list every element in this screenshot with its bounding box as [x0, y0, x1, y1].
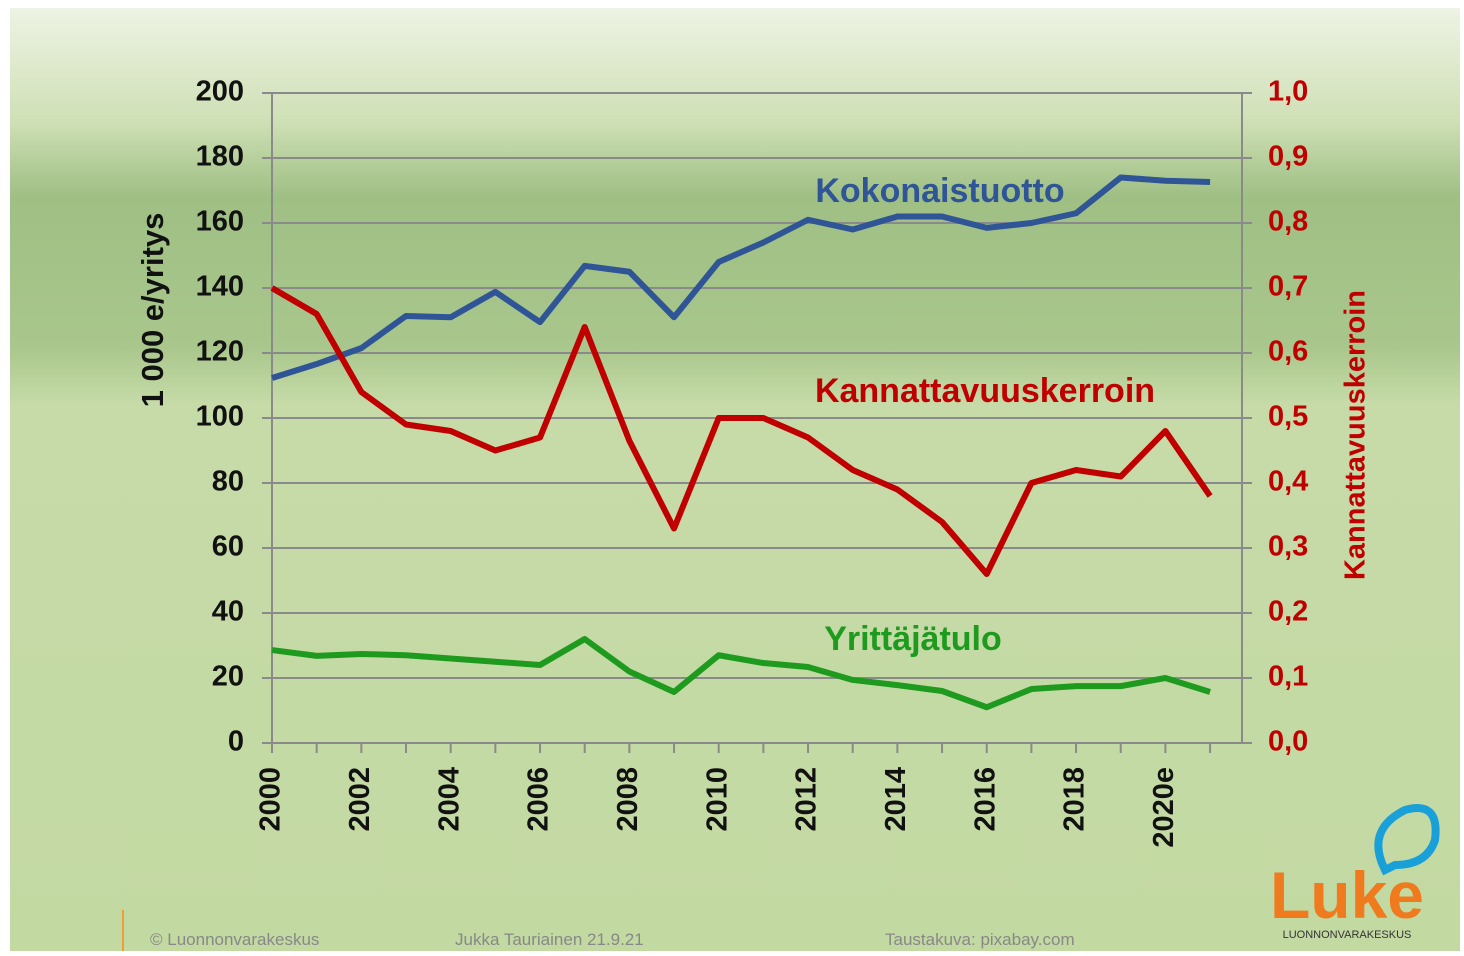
series-line	[270, 285, 1213, 577]
background	[10, 8, 1460, 951]
y2-tick-label: 0,6	[1268, 336, 1308, 368]
y2-tick-label: 0,1	[1268, 661, 1308, 693]
y-tick-label: 200	[196, 76, 244, 108]
footer-author: Jukka Tauriainen 21.9.21	[455, 930, 644, 949]
series-label: Kokonaistuotto	[815, 172, 1064, 210]
y2-tick-label: 0,9	[1268, 141, 1308, 173]
y2-tick-label: 0,0	[1268, 726, 1308, 758]
x-tick-label: 2012	[791, 767, 823, 832]
y-tick-label: 180	[196, 141, 244, 173]
y2-tick-label: 1,0	[1268, 76, 1308, 108]
footer-credit: Taustakuva: pixabay.com	[885, 930, 1075, 949]
x-tick-label: 2016	[969, 767, 1001, 832]
x-tick-label: 2020e	[1148, 767, 1180, 848]
y-tick-label: 100	[196, 401, 244, 433]
logo-subtitle: LUONNONVARAKESKUS	[1283, 929, 1412, 941]
y2-tick-label: 0,2	[1268, 596, 1308, 628]
x-tick-label: 2006	[523, 767, 555, 832]
footer-copyright: © Luonnonvarakeskus	[150, 930, 319, 949]
y-tick-label: 40	[212, 596, 244, 628]
y-tick-label: 60	[212, 531, 244, 563]
x-tick-label: 2014	[880, 767, 912, 832]
x-tick-label: 2008	[612, 767, 644, 832]
series-label: Yrittäjätulo	[824, 620, 1002, 658]
y-tick-label: 20	[212, 661, 244, 693]
y2-tick-label: 0,7	[1268, 271, 1308, 303]
y-tick-label: 140	[196, 271, 244, 303]
y2-tick-label: 0,8	[1268, 206, 1308, 238]
y2-tick-label: 0,3	[1268, 531, 1308, 563]
y-tick-label: 160	[196, 206, 244, 238]
x-tick-label: 2000	[255, 767, 287, 832]
series-line	[271, 636, 1211, 711]
series-label: Kannattavuuskerroin	[815, 372, 1155, 410]
x-tick-label: 2018	[1059, 767, 1091, 832]
x-tick-label: 2010	[701, 767, 733, 832]
y2-tick-label: 0,5	[1268, 401, 1308, 433]
logo-name: Luke	[1270, 858, 1424, 932]
x-tick-label: 2002	[344, 767, 376, 832]
y2-tick-label: 0,4	[1268, 466, 1308, 498]
series-line	[271, 174, 1211, 381]
x-tick-label: 2004	[433, 767, 465, 832]
y-axis-label: 1 000 e/yritys	[135, 213, 170, 408]
y2-axis-label: Kannattavuuskerroin	[1340, 290, 1372, 580]
y-tick-label: 80	[212, 466, 244, 498]
y-tick-label: 0	[228, 726, 244, 758]
y-tick-label: 120	[196, 336, 244, 368]
logo-icon	[1374, 804, 1440, 876]
